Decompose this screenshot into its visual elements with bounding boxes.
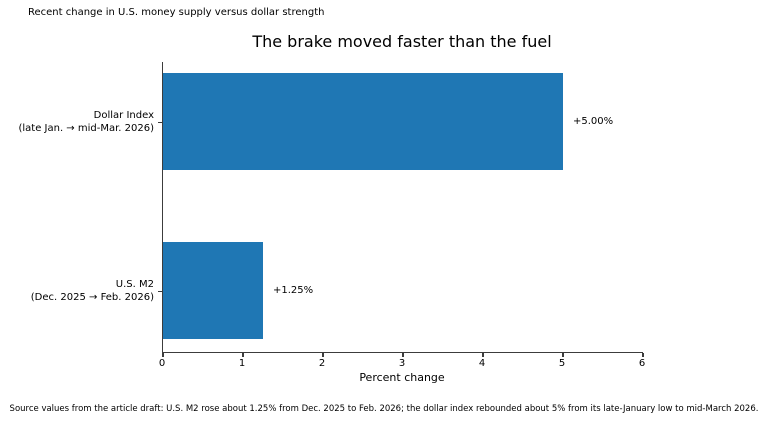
y-tick-mark-1 [158,290,162,292]
figure-suptitle: Recent change in U.S. money supply versu… [28,7,325,18]
x-tick-label-1: 1 [238,358,246,369]
chart-title: The brake moved faster than the fuel [252,32,552,51]
y-tick-mark-0 [158,121,162,123]
x-tick-label-6: 6 [638,358,646,369]
x-tick-mark-1 [242,353,244,357]
x-tick-mark-2 [322,353,324,357]
y-tick-label-1: U.S. M2 (Dec. 2025 → Feb. 2026) [30,278,154,303]
x-tick-mark-4 [482,353,484,357]
x-tick-mark-0 [162,353,164,357]
y-tick-label-0: Dollar Index (late Jan. → mid-Mar. 2026) [18,109,154,134]
x-tick-label-0: 0 [158,358,166,369]
x-tick-mark-3 [402,353,404,357]
source-note: Source values from the article draft: U.… [9,404,759,414]
x-tick-label-5: 5 [558,358,566,369]
x-tick-label-4: 4 [478,358,486,369]
x-axis-label: Percent change [359,371,445,384]
bar-0 [163,73,563,170]
bar-value-label-1: +1.25% [273,284,314,296]
x-tick-label-3: 3 [398,358,406,369]
x-tick-label-2: 2 [318,358,326,369]
x-tick-mark-5 [562,353,564,357]
bar-1 [163,242,263,339]
plot-area: +5.00% +1.25% [158,62,644,357]
x-tick-mark-6 [642,353,644,357]
bar-value-label-0: +5.00% [573,115,614,127]
